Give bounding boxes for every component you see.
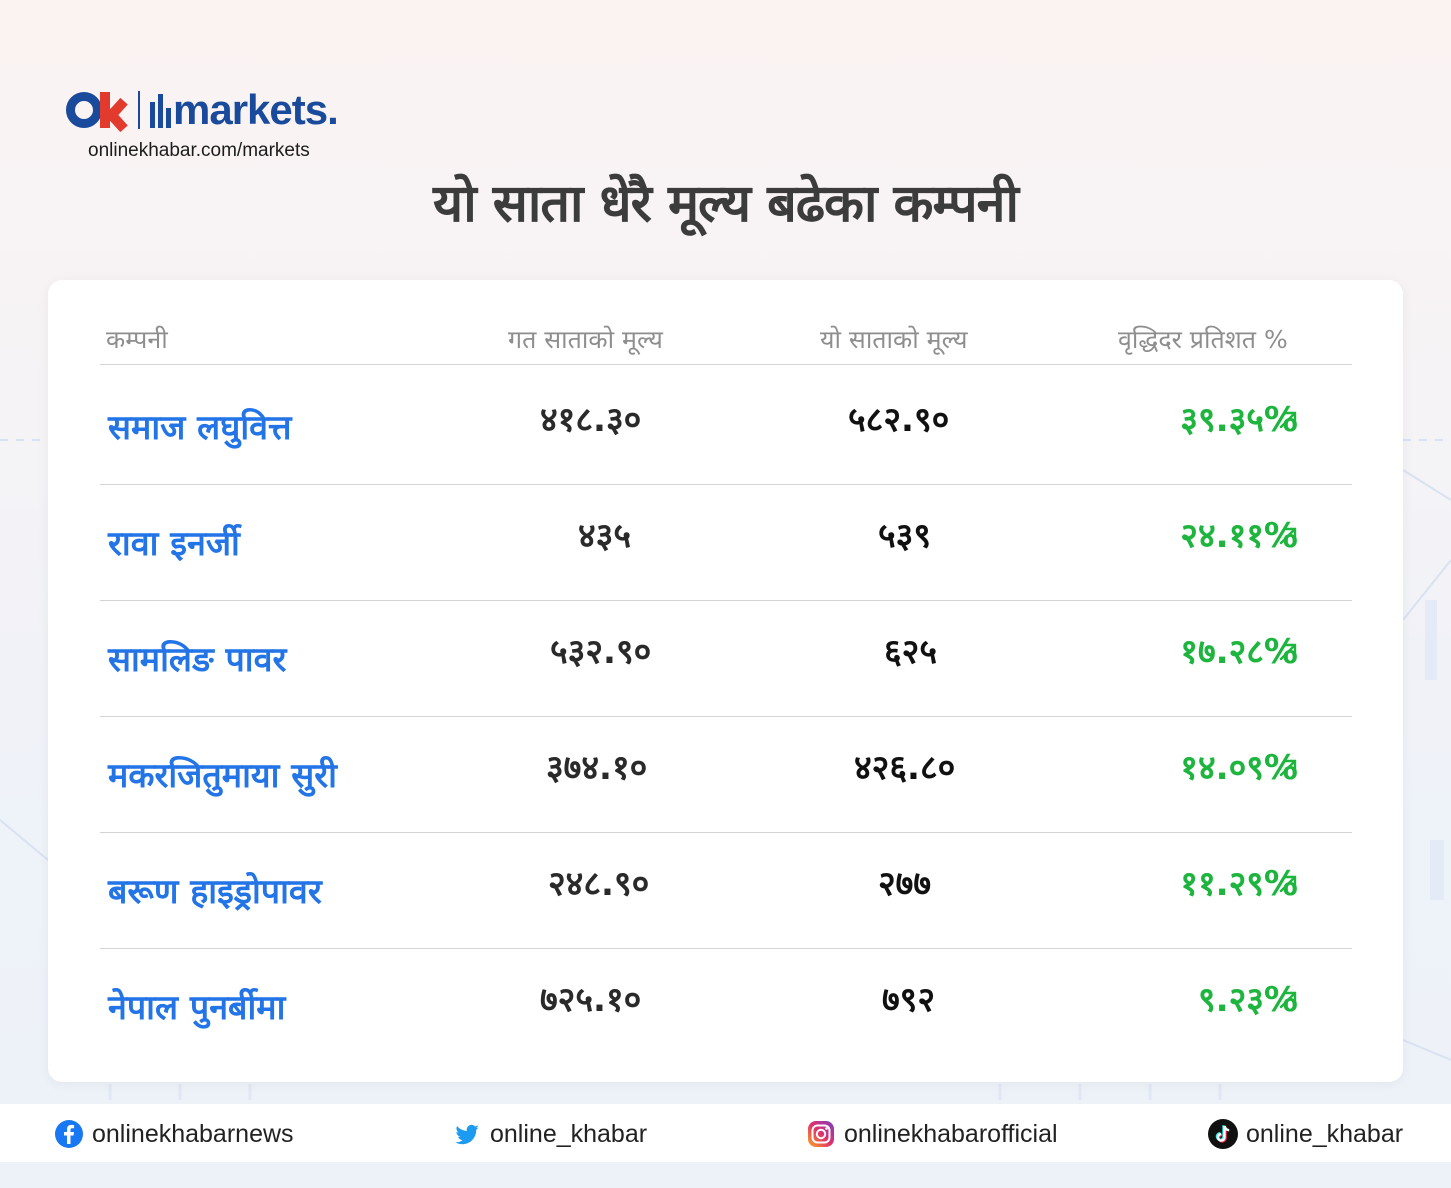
last-week-price: २४८.९०	[548, 864, 650, 904]
table-row: बरूण हाइड्रोपावर २४८.९० २७७ ११.२९%	[100, 832, 1352, 949]
table-row: नेपाल पुनर्बीमा ७२५.१० ७९२ ९.२३%	[100, 948, 1352, 1064]
brand-header: markets. onlinekhabar.com/markets	[66, 84, 386, 164]
facebook-handle: onlinekhabarnews	[92, 1119, 294, 1148]
growth-percent: १४.०९%	[1180, 748, 1298, 788]
arrow-up-right-icon	[1279, 875, 1297, 893]
header-growth-percent: वृद्धिदर प्रतिशत %	[1118, 325, 1288, 354]
company-name: रावा इनर्जी	[108, 524, 240, 564]
onlinekhabar-markets-logo: markets.	[66, 86, 339, 133]
growth-percent: ९.२३%	[1197, 980, 1298, 1020]
company-name: सामलिङ पावर	[108, 640, 287, 680]
header-this-week-price: यो साताको मूल्य	[820, 325, 968, 354]
header-company: कम्पनी	[106, 325, 168, 354]
table-row: रावा इनर्जी ४३५ ५३९ २४.११%	[100, 484, 1352, 601]
social-footer: onlinekhabarnews online_khabar onlinekha…	[0, 1104, 1451, 1162]
page-title: यो साता धेरै मूल्य बढेका कम्पनी	[433, 174, 1019, 234]
instagram-link[interactable]: onlinekhabarofficial	[806, 1118, 1058, 1150]
growth-percent: ११.२९%	[1180, 864, 1298, 904]
logo-bars-icon	[150, 92, 171, 128]
this-week-price: २७७	[878, 864, 932, 904]
table-row: सामलिङ पावर ५३२.९० ६२५ १७.२८%	[100, 600, 1352, 717]
this-week-price: ६२५	[884, 632, 938, 672]
last-week-price: ४३५	[578, 516, 632, 556]
company-name: नेपाल पुनर्बीमा	[108, 988, 286, 1028]
logo-o-mark	[66, 92, 102, 128]
instagram-icon	[808, 1121, 834, 1147]
tiktok-link[interactable]: online_khabar	[1208, 1118, 1403, 1150]
table-header: कम्पनी गत साताको मूल्य यो साताको मूल्य व…	[100, 320, 1352, 365]
company-name: समाज लघुवित्त	[108, 408, 292, 448]
arrow-up-right-icon	[1279, 991, 1297, 1009]
arrow-up-right-icon	[1279, 527, 1297, 545]
twitter-handle: online_khabar	[490, 1119, 648, 1148]
logo-markets-text: markets.	[173, 86, 339, 133]
last-week-price: ३७४.१०	[546, 748, 648, 788]
logo-k-mark	[100, 90, 130, 133]
company-name: बरूण हाइड्रोपावर	[108, 872, 322, 912]
arrow-up-right-icon	[1279, 643, 1297, 661]
company-name: मकरजितुमाया सुरी	[108, 756, 337, 796]
this-week-price: ४२६.८०	[854, 748, 956, 788]
arrow-up-right-icon	[1279, 759, 1297, 777]
tiktok-icon	[1208, 1119, 1238, 1149]
growth-percent: १७.२८%	[1180, 632, 1298, 672]
table-row: समाज लघुवित्त ४१८.३० ५८२.९० ३९.३५%	[100, 368, 1352, 485]
twitter-icon	[455, 1124, 479, 1145]
facebook-icon	[55, 1120, 83, 1148]
table-row: मकरजितुमाया सुरी ३७४.१० ४२६.८० १४.०९%	[100, 716, 1352, 833]
last-week-price: ७२५.१०	[540, 980, 642, 1020]
growth-percent: २४.११%	[1180, 516, 1298, 556]
last-week-price: ५३२.९०	[550, 632, 652, 672]
logo-divider	[138, 91, 140, 129]
twitter-link[interactable]: online_khabar	[452, 1118, 647, 1150]
last-week-price: ४१८.३०	[540, 400, 642, 440]
gainers-table-card: कम्पनी गत साताको मूल्य यो साताको मूल्य व…	[48, 280, 1403, 1082]
brand-url: onlinekhabar.com/markets	[88, 140, 310, 161]
header-last-week-price: गत साताको मूल्य	[508, 325, 663, 354]
this-week-price: ५३९	[878, 516, 932, 556]
this-week-price: ७९२	[882, 980, 936, 1020]
arrow-up-right-icon	[1279, 411, 1297, 429]
growth-percent: ३९.३५%	[1180, 400, 1298, 440]
this-week-price: ५८२.९०	[848, 400, 950, 440]
instagram-handle: onlinekhabarofficial	[844, 1119, 1058, 1148]
tiktok-handle: online_khabar	[1246, 1119, 1404, 1148]
facebook-link[interactable]: onlinekhabarnews	[54, 1118, 294, 1150]
